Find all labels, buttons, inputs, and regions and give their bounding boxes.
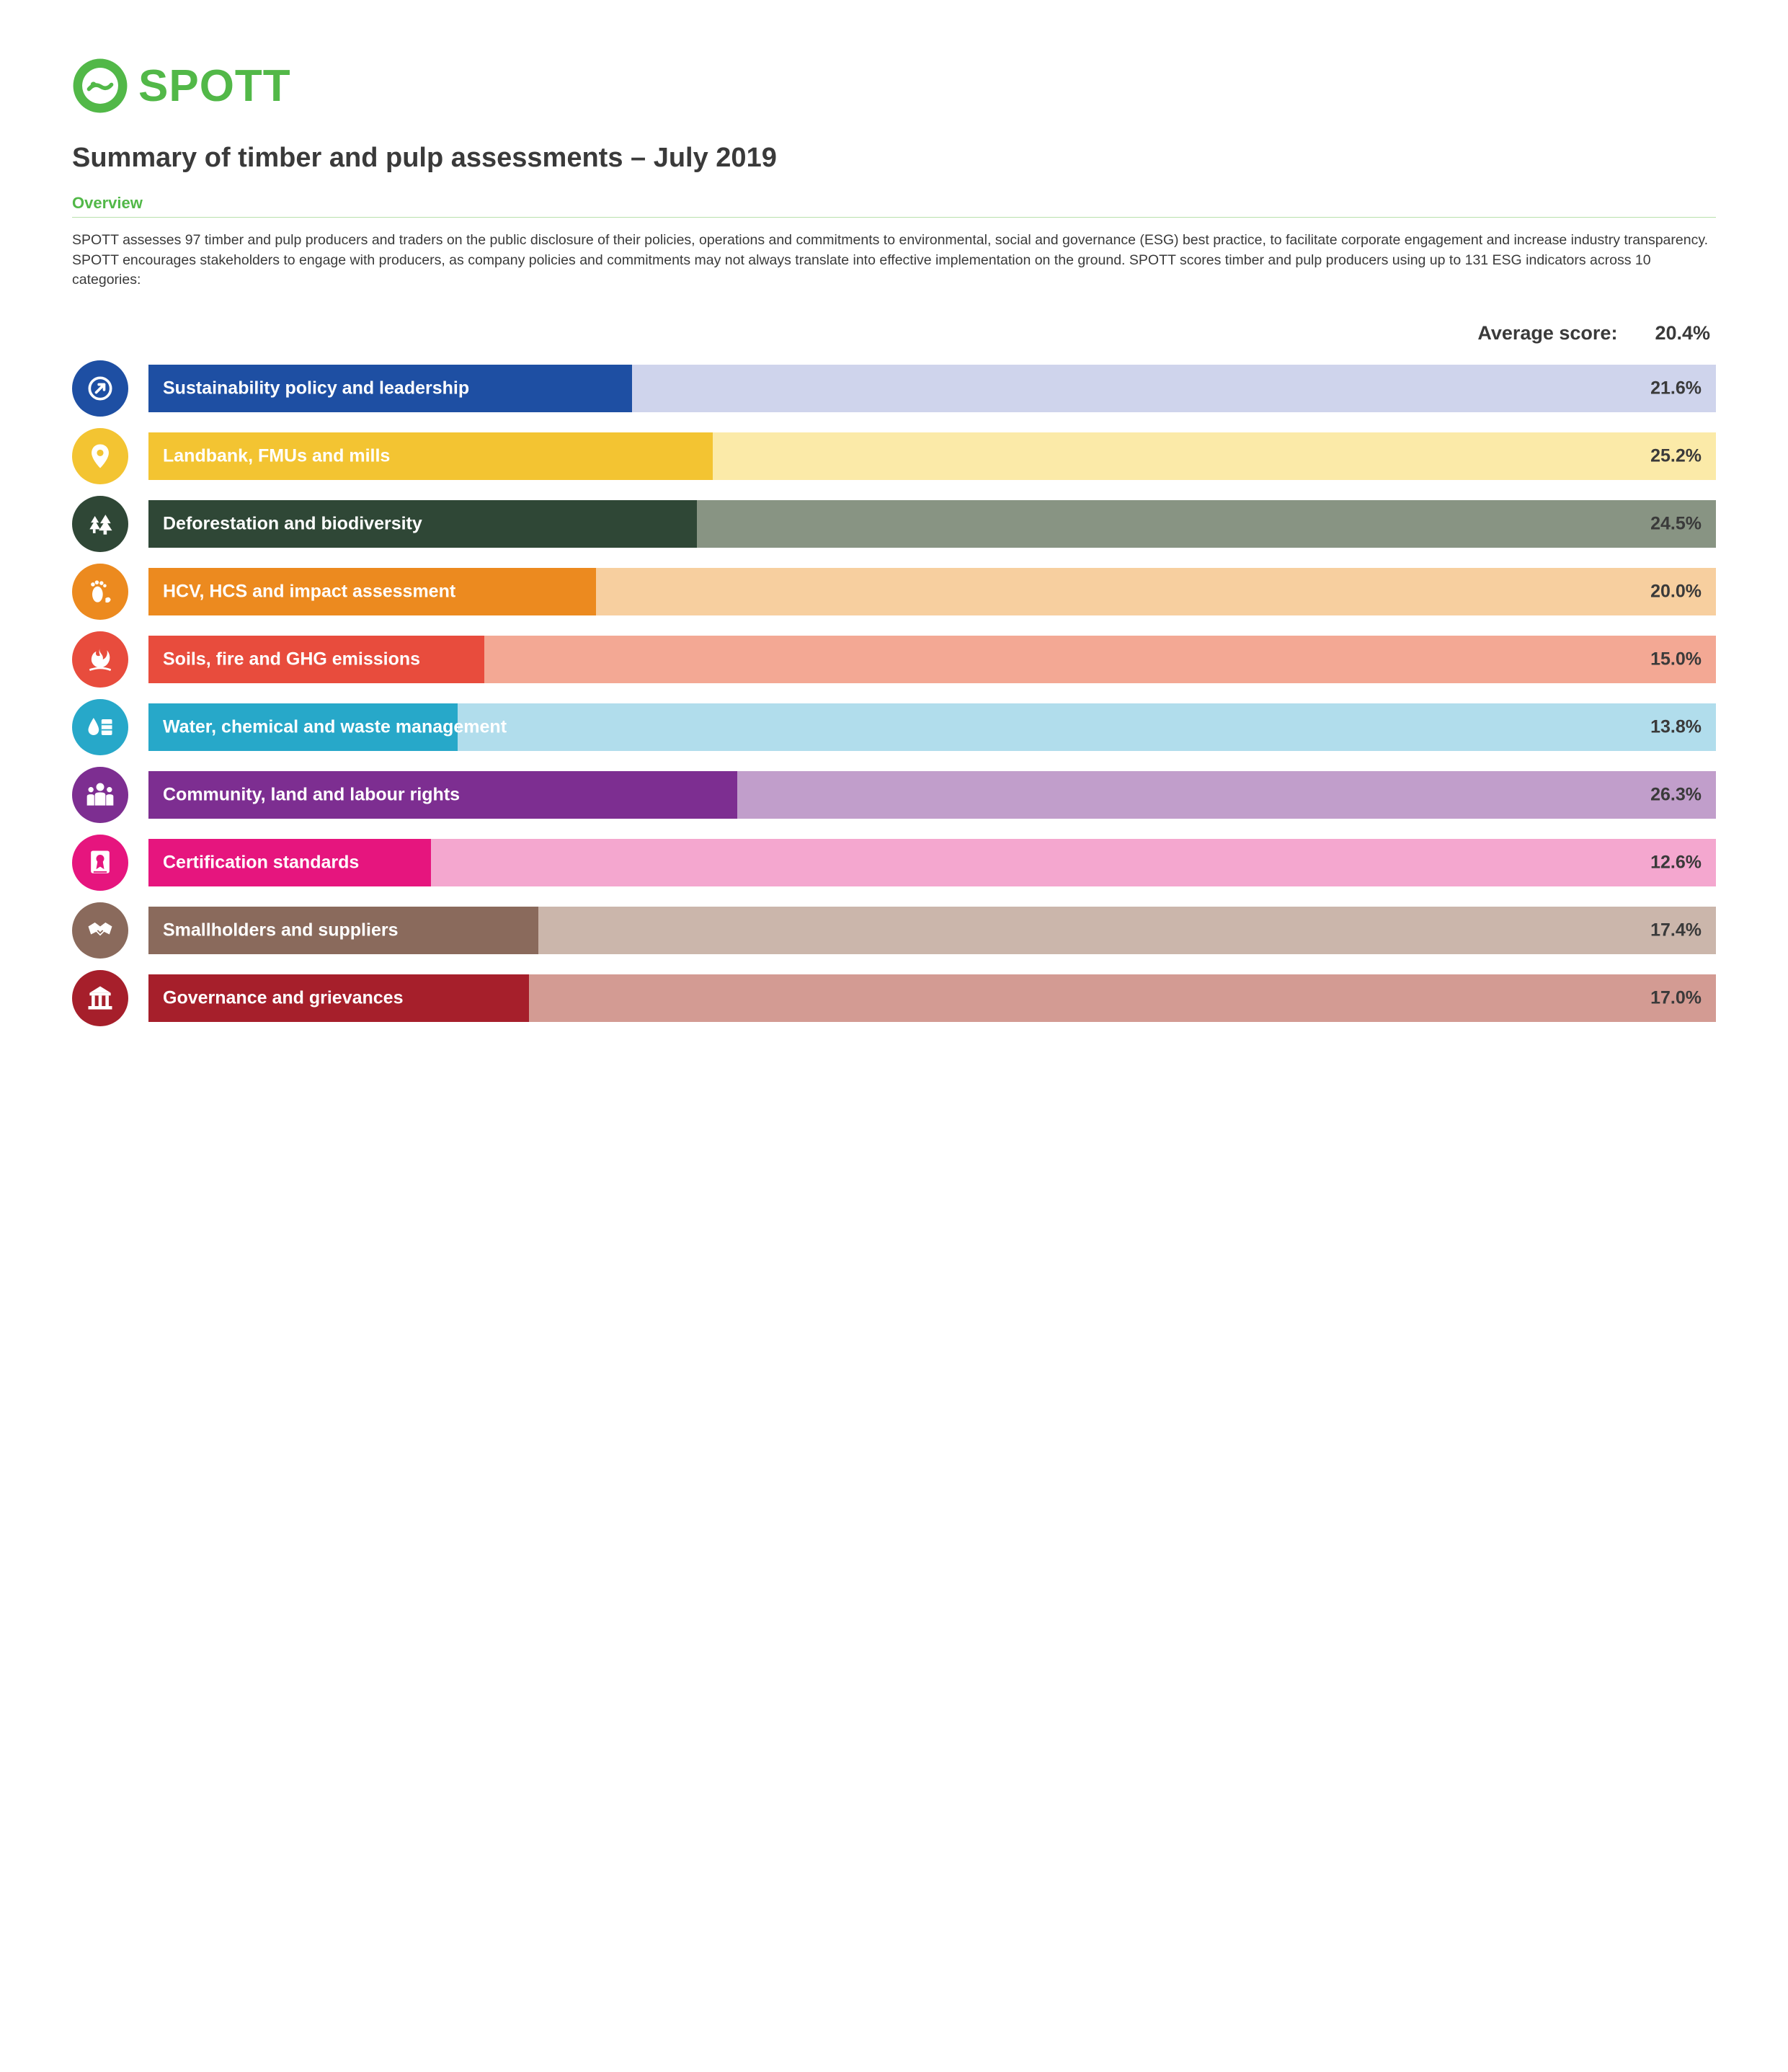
bar-track: Landbank, FMUs and mills 25.2% (148, 432, 1716, 480)
flame-icon (72, 631, 128, 688)
brand-logo: SPOTT (72, 58, 1716, 114)
bar-value: 12.6% (1650, 853, 1702, 873)
average-value: 20.4% (1655, 322, 1710, 344)
brand-name: SPOTT (138, 61, 291, 112)
handshake-icon (72, 902, 128, 959)
bar-label: Water, chemical and waste management (163, 717, 507, 738)
category-row: Certification standards 12.6% (72, 835, 1716, 891)
certificate-icon (72, 835, 128, 891)
bar-value: 17.0% (1650, 988, 1702, 1009)
institution-icon (72, 970, 128, 1026)
bar-value: 20.0% (1650, 582, 1702, 603)
bar-label: Deforestation and biodiversity (163, 514, 422, 535)
category-row: Landbank, FMUs and mills 25.2% (72, 428, 1716, 484)
average-label: Average score: (1477, 322, 1617, 344)
bar-value: 15.0% (1650, 649, 1702, 670)
category-row: Sustainability policy and leadership 21.6… (72, 360, 1716, 417)
bar-label: Sustainability policy and leadership (163, 378, 469, 399)
bar-track: HCV, HCS and impact assessment 20.0% (148, 568, 1716, 615)
map-pin-icon (72, 428, 128, 484)
category-row: Governance and grievances 17.0% (72, 970, 1716, 1026)
bar-label: Governance and grievances (163, 988, 403, 1009)
bar-value: 24.5% (1650, 514, 1702, 535)
people-icon (72, 767, 128, 823)
bar-track: Soils, fire and GHG emissions 15.0% (148, 636, 1716, 683)
category-row: Smallholders and suppliers 17.4% (72, 902, 1716, 959)
bar-label: Certification standards (163, 853, 359, 873)
bar-track: Water, chemical and waste management 13.8… (148, 703, 1716, 751)
bar-track: Deforestation and biodiversity 24.5% (148, 500, 1716, 548)
average-score-row: Average score: 20.4% (72, 322, 1716, 344)
bar-label: Smallholders and suppliers (163, 920, 398, 941)
bar-label: Community, land and labour rights (163, 785, 460, 806)
bar-value: 26.3% (1650, 785, 1702, 806)
droplet-barrel-icon (72, 699, 128, 755)
footprint-icon (72, 564, 128, 620)
overview-body: SPOTT assesses 97 timber and pulp produc… (72, 231, 1716, 290)
bar-track: Community, land and labour rights 26.3% (148, 771, 1716, 819)
bar-label: HCV, HCS and impact assessment (163, 582, 455, 603)
bar-track: Certification standards 12.6% (148, 839, 1716, 886)
bar-value: 17.4% (1650, 920, 1702, 941)
category-row: Water, chemical and waste management 13.8… (72, 699, 1716, 755)
bar-track: Smallholders and suppliers 17.4% (148, 907, 1716, 954)
bar-label: Soils, fire and GHG emissions (163, 649, 420, 670)
page-title: Summary of timber and pulp assessments –… (72, 143, 1716, 174)
bar-track: Sustainability policy and leadership 21.6… (148, 365, 1716, 412)
bar-value: 13.8% (1650, 717, 1702, 738)
arrow-up-right-icon (72, 360, 128, 417)
category-row: HCV, HCS and impact assessment 20.0% (72, 564, 1716, 620)
trees-icon (72, 496, 128, 552)
spott-mark-icon (72, 58, 128, 114)
bar-label: Landbank, FMUs and mills (163, 446, 390, 467)
category-row: Deforestation and biodiversity 24.5% (72, 496, 1716, 552)
overview-heading: Overview (72, 194, 1716, 218)
category-row: Soils, fire and GHG emissions 15.0% (72, 631, 1716, 688)
bar-value: 21.6% (1650, 378, 1702, 399)
bar-track: Governance and grievances 17.0% (148, 974, 1716, 1022)
category-row: Community, land and labour rights 26.3% (72, 767, 1716, 823)
category-bar-chart: Sustainability policy and leadership 21.6… (72, 360, 1716, 1026)
bar-value: 25.2% (1650, 446, 1702, 467)
